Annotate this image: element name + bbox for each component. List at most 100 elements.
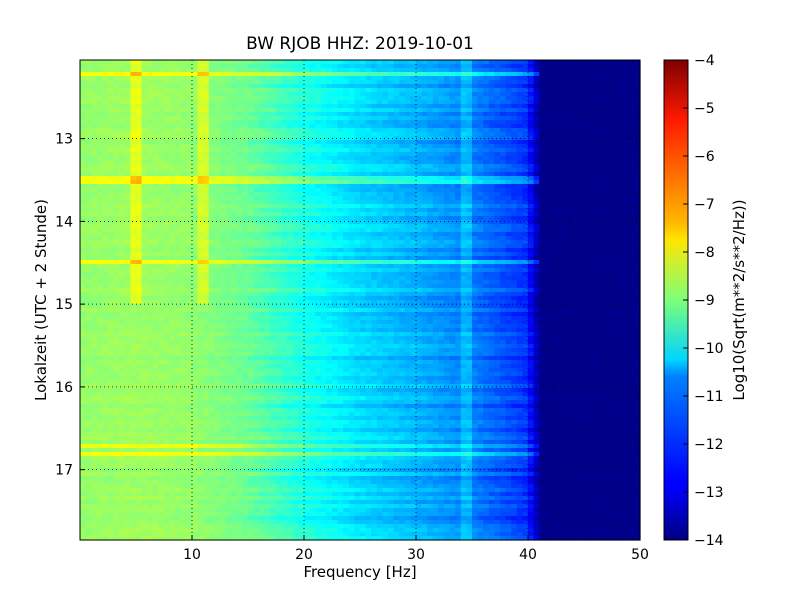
heatmap-cell [539,156,546,161]
heatmap-cell [628,244,635,249]
heatmap-cell [365,120,372,125]
heatmap-cell [399,204,406,209]
heatmap-cell [320,112,327,117]
heatmap-cell [388,188,395,193]
heatmap-cell [320,156,327,161]
heatmap-cell [600,164,607,169]
heatmap-cell [236,88,243,93]
heatmap-cell [444,216,451,221]
heatmap-cell [410,236,417,241]
heatmap-cell [304,164,311,169]
heatmap-cell [617,200,624,205]
heatmap-cell [332,112,339,117]
heatmap-cell [141,184,148,189]
heatmap-cell [287,136,294,141]
heatmap-cell [550,60,557,65]
heatmap-cell [225,140,232,145]
heatmap-cell [584,60,591,65]
heatmap-cell [455,200,462,205]
heatmap-cell [472,100,479,105]
heatmap-cell [516,184,523,189]
heatmap-cell [236,112,243,117]
heatmap-cell [477,216,484,221]
heatmap-cell [404,160,411,165]
heatmap-cell [606,132,613,137]
heatmap-cell [556,84,563,89]
heatmap-cell [466,100,473,105]
heatmap-cell [119,180,126,185]
heatmap-cell [421,204,428,209]
heatmap-cell [460,204,467,209]
heatmap-cell [595,204,602,209]
heatmap-cell [623,156,630,161]
heatmap-cell [623,248,630,253]
heatmap-cell [208,100,215,105]
heatmap-cell [309,176,316,181]
heatmap-cell [96,112,103,117]
heatmap-cell [197,256,204,261]
heatmap-cell [326,76,333,81]
heatmap-cell [572,148,579,153]
heatmap-cell [371,152,378,157]
heatmap-cell [80,64,87,69]
heatmap-cell [119,196,126,201]
heatmap-cell [606,96,613,101]
heatmap-cell [539,136,546,141]
heatmap-cell [292,180,299,185]
heatmap-cell [595,152,602,157]
heatmap-cell [164,108,171,113]
heatmap-cell [304,64,311,69]
heatmap-cell [169,76,176,81]
heatmap-cell [320,96,327,101]
heatmap-cell [236,116,243,121]
heatmap-cell [248,60,255,65]
heatmap-cell [393,212,400,217]
heatmap-cell [326,172,333,177]
heatmap-cell [152,240,159,245]
heatmap-cell [147,196,154,201]
heatmap-cell [320,252,327,257]
heatmap-cell [438,164,445,169]
heatmap-cell [147,104,154,109]
heatmap-cell [242,176,249,181]
heatmap-cell [612,204,619,209]
heatmap-cell [617,108,624,113]
heatmap-cell [197,132,204,137]
heatmap-cell [522,112,529,117]
heatmap-cell [365,172,372,177]
heatmap-cell [236,196,243,201]
heatmap-cell [270,224,277,229]
heatmap-cell [253,164,260,169]
heatmap-cell [595,180,602,185]
heatmap-cell [455,248,462,253]
heatmap-cell [119,176,126,181]
heatmap-cell [259,168,266,173]
heatmap-cell [449,132,456,137]
heatmap-cell [91,228,98,233]
heatmap-cell [332,160,339,165]
heatmap-cell [343,244,350,249]
heatmap-cell [494,112,501,117]
heatmap-cell [108,140,115,145]
heatmap-cell [572,136,579,141]
heatmap-cell [399,164,406,169]
heatmap-cell [438,132,445,137]
heatmap-cell [298,192,305,197]
heatmap-cell [136,132,143,137]
heatmap-cell [354,212,361,217]
heatmap-cell [533,160,540,165]
heatmap-cell [332,124,339,129]
heatmap-cell [80,112,87,117]
heatmap-cell [169,108,176,113]
heatmap-cell [544,244,551,249]
heatmap-cell [376,160,383,165]
heatmap-cell [623,240,630,245]
heatmap-cell [544,140,551,145]
heatmap-cell [192,168,199,173]
heatmap-cell [158,136,165,141]
heatmap-cell [152,88,159,93]
heatmap-cell [242,96,249,101]
heatmap-cell [141,80,148,85]
heatmap-cell [460,196,467,201]
heatmap-cell [348,148,355,153]
